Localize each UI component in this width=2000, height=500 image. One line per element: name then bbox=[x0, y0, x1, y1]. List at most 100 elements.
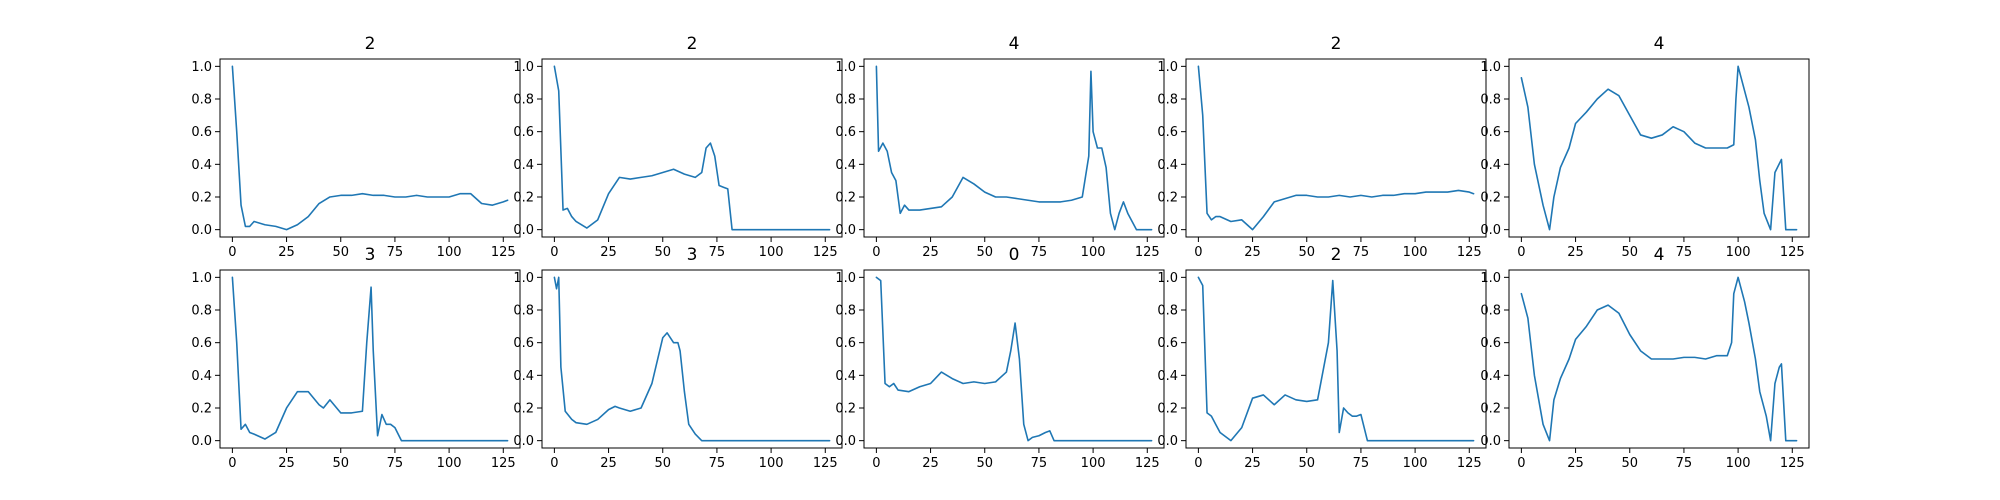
subplot-1: 2 0 25 50 75 100 125 0.0 0.2 0.4 0.6 0.8 1.0 bbox=[191, 34, 521, 260]
y-tick-label: 0.6 bbox=[1480, 336, 1501, 351]
y-tick-label: 0.8 bbox=[835, 93, 856, 108]
x-tick-label: 25 bbox=[922, 456, 939, 471]
y-tick-label: 0.2 bbox=[513, 190, 534, 205]
x-tick-label: 50 bbox=[976, 456, 993, 471]
x-tick-label: 25 bbox=[1244, 245, 1261, 260]
x-tick-label: 25 bbox=[278, 456, 295, 471]
y-tick-label: 0.6 bbox=[1157, 125, 1178, 140]
subplot-3: 4 0 25 50 75 100 125 0.0 0.2 0.4 0.6 0.8 1.0 bbox=[835, 34, 1165, 260]
y-tick-label: 0.0 bbox=[835, 434, 856, 449]
x-tick-label: 75 bbox=[709, 456, 726, 471]
x-tick-label: 25 bbox=[922, 245, 939, 260]
x-tick-label: 75 bbox=[1353, 456, 1370, 471]
y-tick-label: 0.2 bbox=[513, 401, 534, 416]
axes-frame bbox=[863, 58, 1165, 238]
axes-frame bbox=[1185, 269, 1487, 449]
y-tick-label: 0.2 bbox=[191, 190, 212, 205]
y-tick-label: 1.0 bbox=[191, 271, 212, 286]
subplot-9: 2 0 25 50 75 100 125 0.0 0.2 0.4 0.6 0.8 1.0 bbox=[1157, 245, 1487, 471]
subplot-title: 0 bbox=[1009, 245, 1020, 265]
x-tick-label: 75 bbox=[1031, 456, 1048, 471]
y-tick-label: 0.4 bbox=[191, 369, 212, 384]
series-line bbox=[231, 65, 509, 231]
y-tick-label: 0.4 bbox=[191, 158, 212, 173]
y-tick-label: 0.2 bbox=[1480, 401, 1501, 416]
axes-frame bbox=[541, 58, 843, 238]
x-tick-label: 100 bbox=[1081, 245, 1106, 260]
subplot-8: 0 0 25 50 75 100 125 0.0 0.2 0.4 0.6 0.8 1.0 bbox=[835, 245, 1165, 471]
y-tick-label: 0.8 bbox=[1480, 93, 1501, 108]
y-tick-label: 0.2 bbox=[191, 401, 212, 416]
y-tick-label: 0.0 bbox=[1157, 223, 1178, 238]
x-tick-label: 25 bbox=[1567, 456, 1584, 471]
y-tick-label: 0.2 bbox=[1157, 190, 1178, 205]
y-tick-label: 1.0 bbox=[1480, 271, 1501, 286]
y-tick-label: 0.6 bbox=[835, 336, 856, 351]
x-tick-label: 125 bbox=[813, 456, 838, 471]
y-tick-label: 0.8 bbox=[191, 304, 212, 319]
x-tick-label: 100 bbox=[1726, 245, 1751, 260]
subplot-title: 4 bbox=[1654, 34, 1665, 54]
x-tick-label: 75 bbox=[1676, 245, 1693, 260]
series-line bbox=[1197, 276, 1475, 442]
x-tick-label: 125 bbox=[1780, 456, 1805, 471]
series-line bbox=[875, 276, 1153, 442]
subplot-2: 2 0 25 50 75 100 125 0.0 0.2 0.4 0.6 0.8 1.0 bbox=[513, 34, 843, 260]
y-tick-label: 1.0 bbox=[835, 60, 856, 75]
subplot-title: 2 bbox=[1331, 34, 1342, 54]
x-tick-label: 0 bbox=[228, 245, 236, 260]
axes-frame bbox=[1508, 58, 1810, 238]
x-tick-label: 50 bbox=[1621, 456, 1638, 471]
x-tick-label: 125 bbox=[1135, 245, 1160, 260]
y-tick-label: 1.0 bbox=[1157, 60, 1178, 75]
y-tick-label: 0.8 bbox=[191, 93, 212, 108]
x-tick-label: 0 bbox=[1517, 245, 1525, 260]
x-tick-label: 0 bbox=[550, 245, 558, 260]
y-tick-label: 0.2 bbox=[1480, 190, 1501, 205]
axes-frame bbox=[1185, 58, 1487, 238]
x-tick-label: 25 bbox=[1244, 456, 1261, 471]
series-line bbox=[875, 65, 1153, 231]
y-tick-label: 0.6 bbox=[513, 125, 534, 140]
x-tick-label: 75 bbox=[709, 245, 726, 260]
x-tick-label: 50 bbox=[1298, 245, 1315, 260]
y-tick-label: 0.6 bbox=[1157, 336, 1178, 351]
x-tick-label: 50 bbox=[976, 245, 993, 260]
y-tick-label: 0.6 bbox=[513, 336, 534, 351]
y-tick-label: 0.6 bbox=[1480, 125, 1501, 140]
y-tick-label: 0.8 bbox=[835, 304, 856, 319]
y-tick-label: 1.0 bbox=[1480, 60, 1501, 75]
x-tick-label: 100 bbox=[1403, 456, 1428, 471]
x-tick-label: 25 bbox=[1567, 245, 1584, 260]
y-tick-label: 0.0 bbox=[513, 223, 534, 238]
x-tick-label: 125 bbox=[1457, 245, 1482, 260]
x-tick-label: 100 bbox=[437, 456, 462, 471]
x-tick-label: 100 bbox=[437, 245, 462, 260]
y-tick-label: 1.0 bbox=[191, 60, 212, 75]
x-tick-label: 75 bbox=[1031, 245, 1048, 260]
y-tick-label: 0.2 bbox=[1157, 401, 1178, 416]
series-line bbox=[1520, 276, 1798, 442]
x-tick-label: 0 bbox=[228, 456, 236, 471]
x-tick-label: 25 bbox=[600, 245, 617, 260]
axes-frame bbox=[541, 269, 843, 449]
y-tick-label: 1.0 bbox=[1157, 271, 1178, 286]
subplot-title: 2 bbox=[365, 34, 376, 54]
series-line bbox=[1197, 65, 1475, 231]
y-tick-label: 0.0 bbox=[191, 434, 212, 449]
y-tick-label: 0.8 bbox=[1480, 304, 1501, 319]
y-tick-label: 0.6 bbox=[191, 336, 212, 351]
y-tick-label: 0.6 bbox=[835, 125, 856, 140]
x-tick-label: 50 bbox=[1621, 245, 1638, 260]
y-tick-label: 1.0 bbox=[513, 60, 534, 75]
x-tick-label: 50 bbox=[654, 456, 671, 471]
x-tick-label: 0 bbox=[550, 456, 558, 471]
x-tick-label: 0 bbox=[1194, 245, 1202, 260]
subplot-10: 4 0 25 50 75 100 125 0.0 0.2 0.4 0.6 0.8 1.0 bbox=[1480, 245, 1810, 471]
subplot-title: 3 bbox=[687, 245, 698, 265]
subplot-title: 4 bbox=[1654, 245, 1665, 265]
subplot-7: 3 0 25 50 75 100 125 0.0 0.2 0.4 0.6 0.8 1.0 bbox=[513, 245, 843, 471]
y-tick-label: 1.0 bbox=[835, 271, 856, 286]
subplot-6: 3 0 25 50 75 100 125 0.0 0.2 0.4 0.6 0.8 1.0 bbox=[191, 245, 521, 471]
